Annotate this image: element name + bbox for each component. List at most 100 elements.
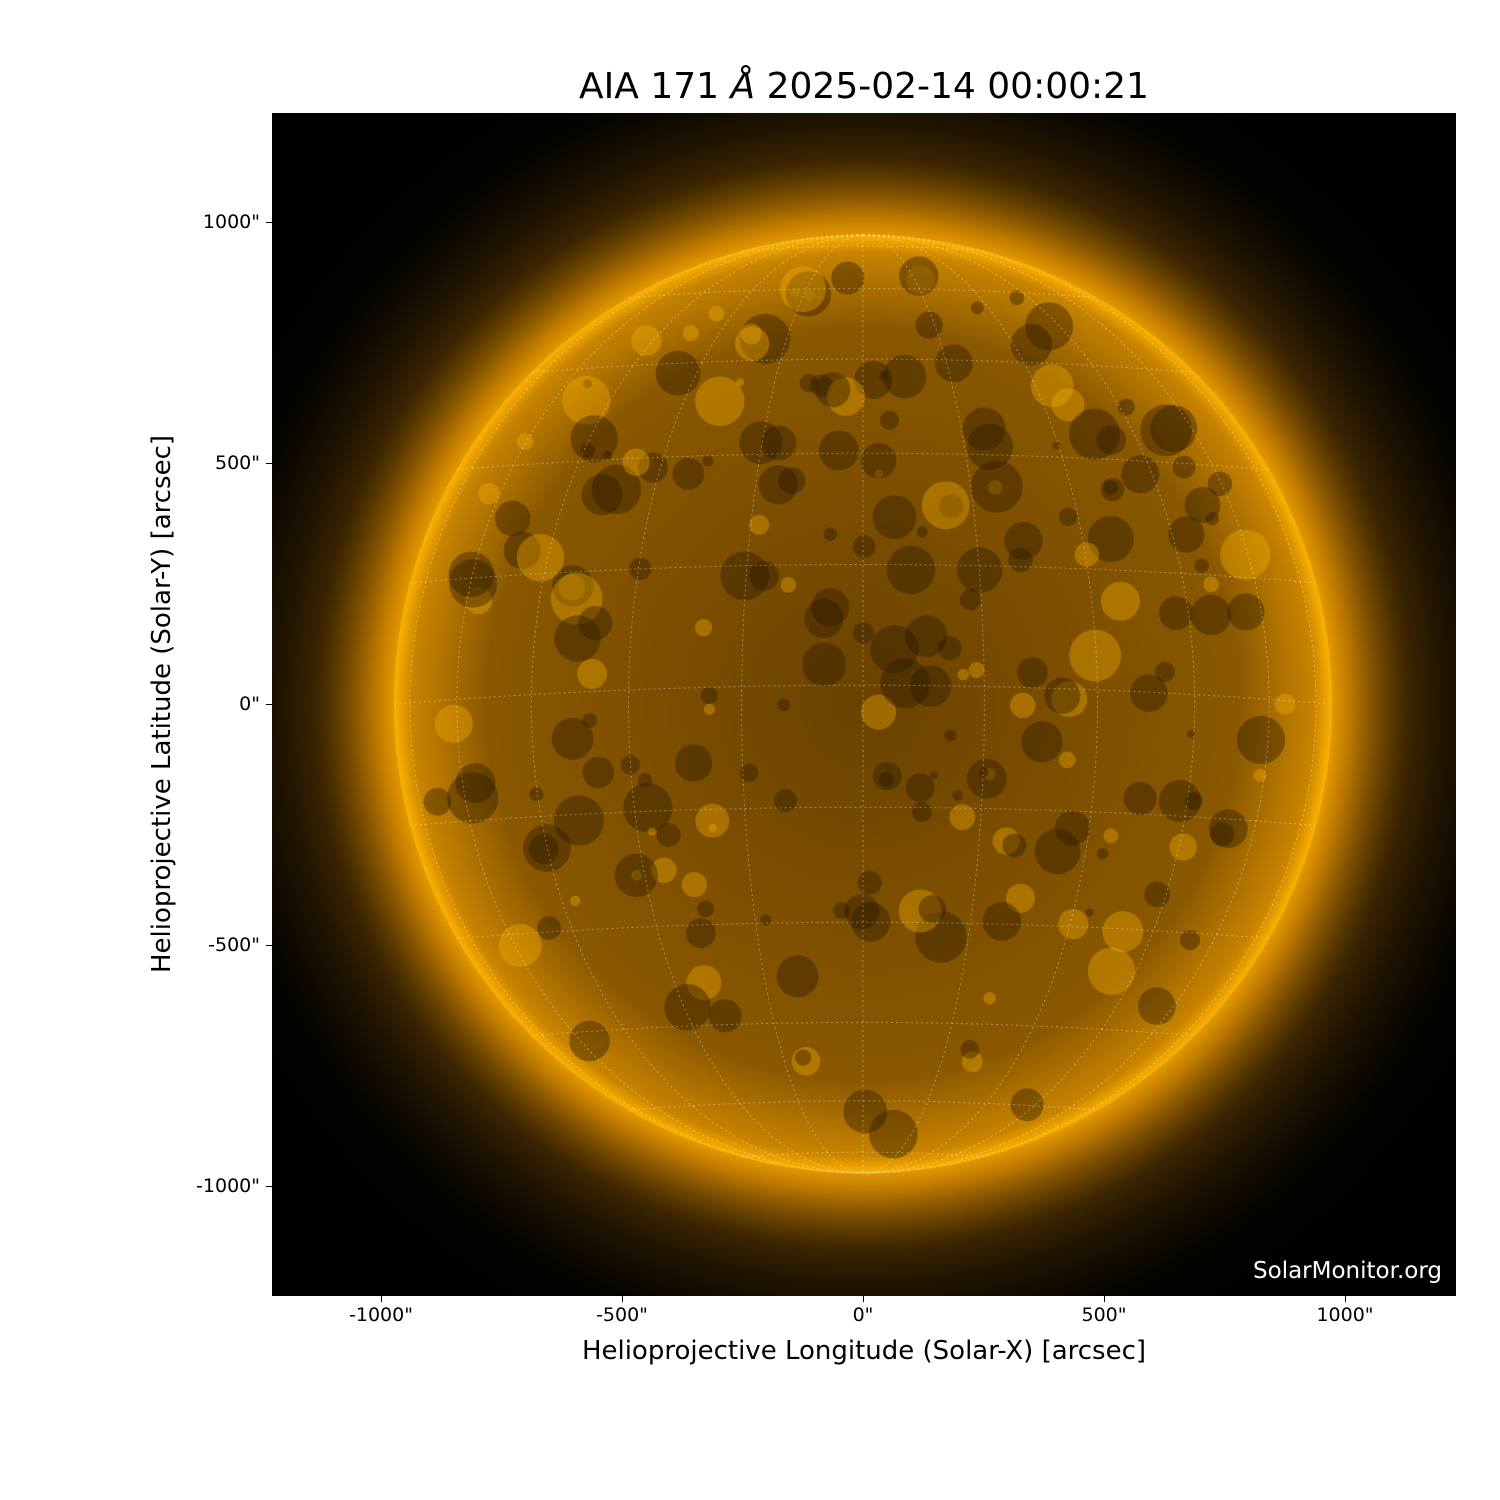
dark-region-blob [1117,398,1135,416]
dark-region-blob [591,464,642,515]
dark-region-blob [773,788,797,813]
active-region-blob [780,577,797,593]
dark-region-blob [582,713,598,728]
latitude-grid-line [628,1100,1098,1111]
longitude-grid-line [862,234,1270,1174]
dark-region-blob [1205,512,1219,526]
active-region-blob [498,923,542,968]
active-region-blob [464,587,493,615]
latitude-grid-line [409,806,1317,826]
y-tick-label: 500" [214,452,260,474]
dark-region-blob [843,1089,888,1134]
dark-region-blob [552,565,594,607]
longitude-grid-line [409,234,864,1174]
active-region-blob [1051,388,1085,422]
active-region-blob [694,619,713,637]
dark-region-blob [960,1039,980,1059]
longitude-grid-line [530,234,864,1174]
active-region-blob [1005,883,1036,913]
dark-region-blob [672,457,705,490]
dark-region-blob [1210,822,1235,847]
dark-region-blob [1044,677,1081,714]
x-tick-label: 0" [852,1304,874,1326]
dark-region-blob [581,474,623,516]
active-region-blob [1169,833,1197,861]
dark-region-blob [720,551,770,601]
dark-region-blob [870,625,919,674]
active-region-blob [983,768,996,780]
dark-region-blob [1103,480,1119,496]
active-region-blob [1102,911,1144,953]
active-region-blob [874,469,884,478]
dark-region-blob [740,763,759,782]
dark-region-blob [962,407,1006,451]
dark-region-blob [852,535,876,558]
dark-region-blob [623,783,673,833]
dark-region-blob [664,984,711,1031]
active-region-blob [1100,581,1140,621]
active-region-blob [1069,629,1122,682]
active-region-blob [631,325,662,356]
active-region-blob [434,704,473,743]
dark-region-blob [878,370,889,380]
dark-region-blob [934,344,973,383]
dark-region-blob [979,767,989,778]
dark-region-blob [739,421,783,465]
dark-region-blob [529,787,544,802]
dark-region-blob [823,527,838,541]
dark-region-blob [447,772,499,824]
dark-region-blob [1158,779,1202,823]
dark-region-blob [844,894,880,930]
dark-region-blob [629,557,652,581]
dark-region-blob [637,773,653,788]
dark-region-blob [1054,810,1090,846]
dark-region-blob [758,465,798,505]
plot-title: AIA 171 Å 2025-02-14 00:00:21 [272,66,1456,107]
dark-region-blob [966,758,1007,799]
active-region-blob [1274,693,1296,715]
dark-region-blob [776,955,819,998]
dark-region-blob [1236,715,1286,764]
active-region-blob [622,448,650,476]
active-region-blob [804,289,815,301]
latitude-grid-line [409,564,1317,584]
active-region-blob [569,895,581,907]
dark-region-blob [1194,558,1209,573]
dark-region-blob [1184,791,1203,810]
active-region-blob [478,482,500,505]
dark-region-blob [1002,833,1027,858]
dark-region-blob [708,999,742,1033]
longitude-grid-line [862,234,985,1174]
dark-region-blob [1121,455,1160,494]
dark-region-blob [1009,290,1025,306]
dark-region-blob [776,698,790,712]
x-axis-label: Helioprojective Longitude (Solar-X) [arc… [581,1336,1147,1366]
dark-region-blob [1140,404,1192,457]
active-region-blob [992,827,1020,855]
x-tick-label: 500" [1081,1304,1127,1326]
credit-watermark: SolarMonitor.org [1253,1258,1442,1284]
dark-region-blob [675,744,713,782]
active-region-blob [704,703,715,715]
active-region-blob [631,870,642,881]
active-region-blob [558,574,585,601]
active-region-blob [962,1051,983,1073]
active-region-blob [516,534,565,582]
dark-region-blob [854,360,893,400]
dark-region-blob [740,313,791,364]
dark-region-blob [455,763,496,804]
dark-region-blob [850,902,891,942]
dark-region-blob [761,425,797,461]
active-region-blob [1220,529,1271,580]
longitude-grid-line [628,234,864,1174]
dark-region-blob [749,560,779,591]
y-tick-label: -1000" [196,1175,260,1197]
active-region-blob [791,1046,821,1076]
active-region-blob [780,266,826,312]
dark-region-blob [448,559,498,608]
active-region-blob [682,325,699,342]
active-region-blob [735,326,770,361]
y-tick-mark [266,944,272,946]
dark-region-blob [833,901,851,920]
dark-region-blob [1025,302,1074,351]
